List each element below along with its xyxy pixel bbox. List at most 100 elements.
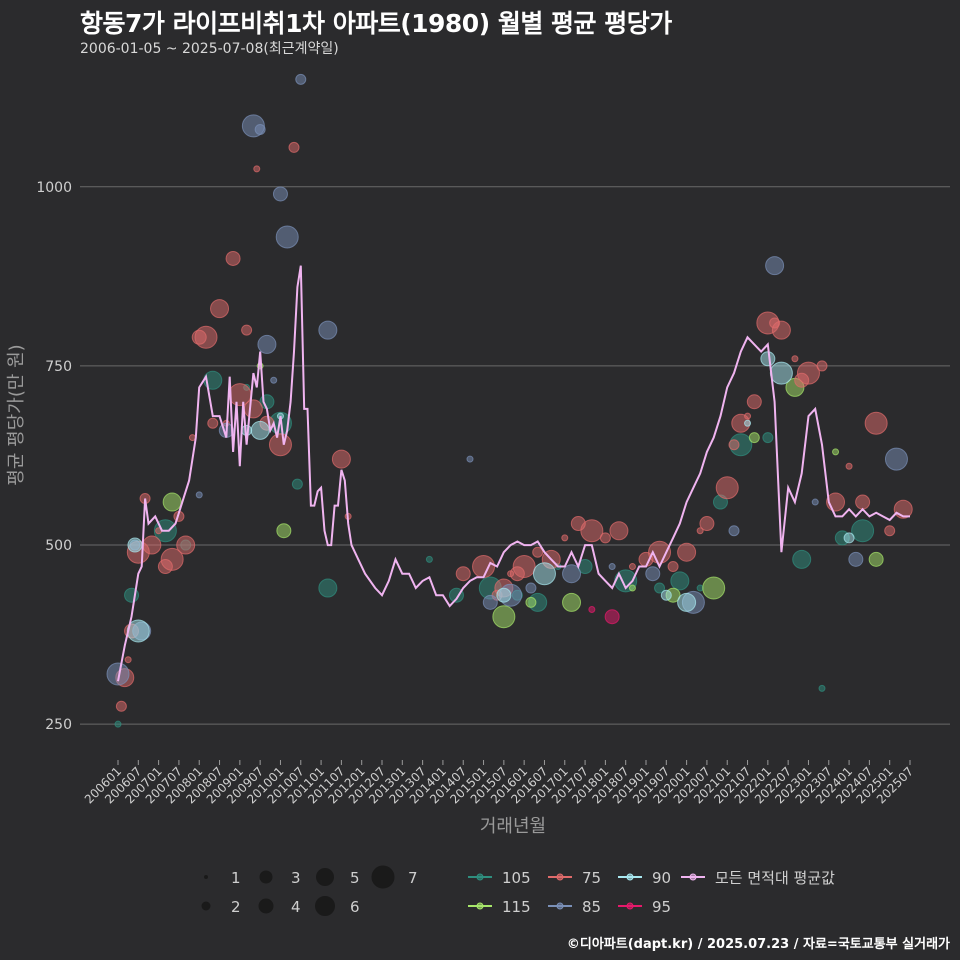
data-point-115 xyxy=(628,584,636,592)
data-point-90 xyxy=(677,592,697,612)
data-point-75 xyxy=(791,355,799,363)
data-point-85 xyxy=(275,225,299,249)
legend-color-label: 모든 면적대 평균값 xyxy=(715,869,835,887)
data-point-85 xyxy=(608,563,616,571)
y-tick-label: 750 xyxy=(45,359,72,375)
legend-color-dot xyxy=(689,873,697,881)
legend-color-label: 75 xyxy=(582,869,601,887)
data-point-75 xyxy=(715,476,739,500)
data-point-105 xyxy=(792,549,812,569)
data-point-75 xyxy=(210,299,230,319)
data-point-75 xyxy=(253,165,261,173)
legend-size-label: 7 xyxy=(408,869,418,887)
data-point-85 xyxy=(272,186,288,202)
data-point-75 xyxy=(609,521,629,541)
y-tick-label: 250 xyxy=(45,717,72,733)
data-point-85 xyxy=(257,334,277,354)
data-point-75 xyxy=(194,325,218,349)
data-point-75 xyxy=(124,656,132,664)
data-point-90 xyxy=(769,361,793,385)
legend-color-label: 85 xyxy=(582,898,601,916)
legend-size-dot xyxy=(316,868,334,886)
data-point-90 xyxy=(744,419,752,427)
average-line xyxy=(117,265,910,682)
data-point-90 xyxy=(532,562,556,586)
legend-size-dot xyxy=(259,870,273,884)
data-point-105 xyxy=(318,578,338,598)
legend-color-label: 115 xyxy=(502,898,531,916)
data-point-85 xyxy=(270,376,278,384)
data-point-75 xyxy=(225,250,241,266)
data-point-90 xyxy=(760,351,776,367)
legend-size-dot xyxy=(204,875,208,879)
data-point-75 xyxy=(746,394,762,410)
data-point-75 xyxy=(845,462,853,470)
data-point-75 xyxy=(599,532,611,544)
data-point-75 xyxy=(142,535,162,555)
data-point-105 xyxy=(425,555,433,563)
data-point-105 xyxy=(114,720,122,728)
data-point-75 xyxy=(696,527,704,535)
data-point-95 xyxy=(604,609,620,625)
data-point-115 xyxy=(832,448,840,456)
data-point-75 xyxy=(677,542,697,562)
footer-credit: ©디아파트(dapt.kr) / 2025.07.23 / 자료=국토교통부 실… xyxy=(566,937,950,952)
legend: 1 2 3 4 5 6 7 105 115 75 85 90 95 모든 면적대 평균값 xyxy=(201,865,835,916)
legend-color-dot xyxy=(556,902,564,910)
data-point-75 xyxy=(884,525,896,537)
legend-color-dot xyxy=(626,873,634,881)
data-point-90 xyxy=(660,589,672,601)
data-point-75 xyxy=(628,563,636,571)
data-point-115 xyxy=(562,592,582,612)
data-point-75 xyxy=(472,555,496,579)
legend-size-label: 1 xyxy=(231,869,241,887)
x-axis-label: 거래년월 xyxy=(480,816,546,837)
data-point-85 xyxy=(811,498,819,506)
data-point-75 xyxy=(699,516,715,532)
x-axis-ticks: 2006012006072007012007072008012008072009… xyxy=(82,760,916,807)
data-point-85 xyxy=(884,447,908,471)
data-point-75 xyxy=(532,546,544,558)
data-point-85 xyxy=(645,566,661,582)
data-point-75 xyxy=(512,555,536,579)
data-point-115 xyxy=(492,605,516,629)
data-point-85 xyxy=(848,551,864,567)
data-point-75 xyxy=(115,700,127,712)
legend-color-dot xyxy=(556,873,564,881)
data-point-85 xyxy=(254,123,266,135)
data-point-105 xyxy=(851,519,875,543)
data-point-75 xyxy=(176,535,196,555)
data-point-75 xyxy=(855,494,871,510)
data-point-85 xyxy=(728,525,740,537)
legend-color-label: 105 xyxy=(502,869,531,887)
data-point-75 xyxy=(580,519,604,543)
data-point-115 xyxy=(748,432,760,444)
data-point-75 xyxy=(771,320,791,340)
scatter-points xyxy=(106,73,913,728)
legend-color-dot xyxy=(476,902,484,910)
data-point-75 xyxy=(816,360,828,372)
data-point-85 xyxy=(482,594,498,610)
data-point-75 xyxy=(241,324,253,336)
y-axis-ticks: 250 500 750 1000 xyxy=(36,180,72,733)
data-point-85 xyxy=(195,491,203,499)
y-tick-label: 500 xyxy=(45,538,72,554)
data-point-75 xyxy=(648,540,672,564)
data-point-85 xyxy=(295,73,307,85)
legend-size-dot xyxy=(315,896,335,916)
data-point-75 xyxy=(288,141,300,153)
data-point-85 xyxy=(765,256,785,276)
legend-size-label: 3 xyxy=(291,869,301,887)
data-point-85 xyxy=(106,662,130,686)
data-point-75 xyxy=(207,417,219,429)
data-point-85 xyxy=(466,455,474,463)
legend-size-dot xyxy=(258,898,274,914)
legend-color-dot xyxy=(476,873,484,881)
data-point-75 xyxy=(744,412,752,420)
average-line-group xyxy=(117,265,910,682)
data-point-105 xyxy=(670,571,690,591)
chart-subtitle: 2006-01-05 ~ 2025-07-08(최근계약일) xyxy=(80,41,339,57)
data-point-75 xyxy=(796,361,820,385)
y-tick-label: 1000 xyxy=(36,180,72,196)
data-point-115 xyxy=(702,576,726,600)
